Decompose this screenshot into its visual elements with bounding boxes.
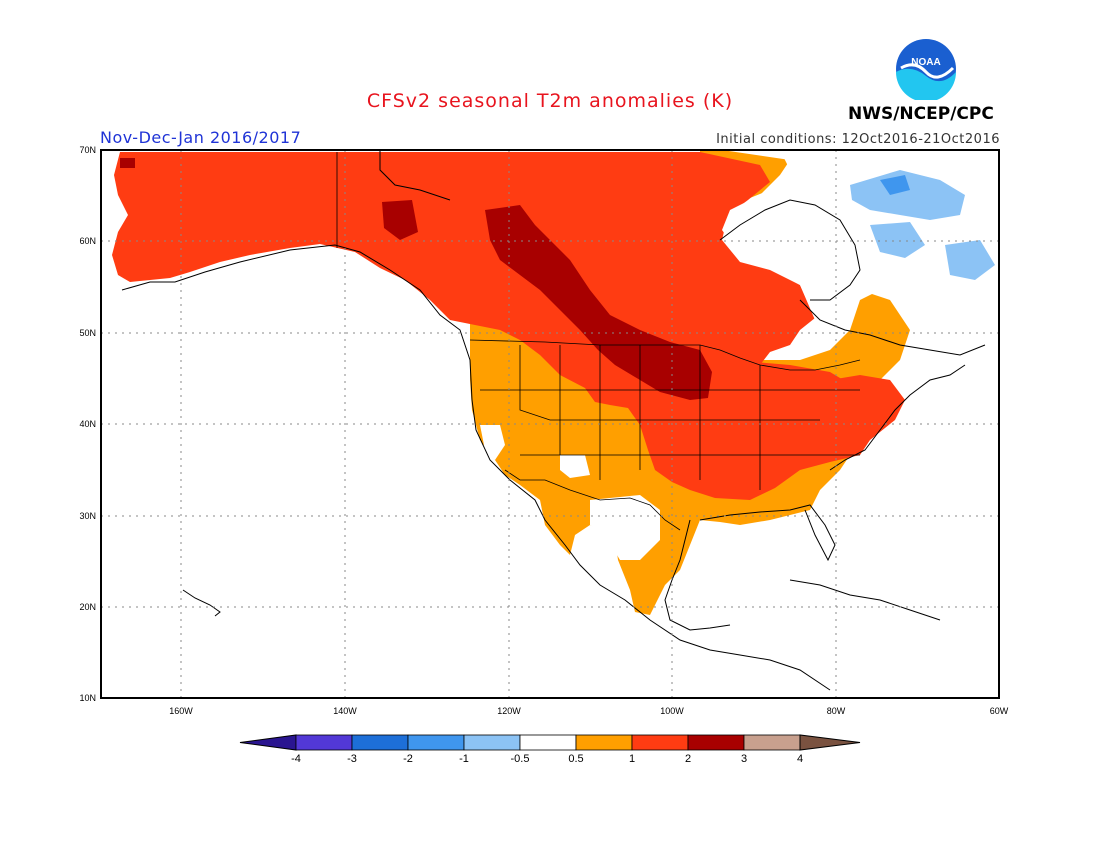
- neutral-region-mexico: [590, 495, 660, 560]
- lat-label: 40N: [79, 419, 96, 429]
- map-title: CFSv2 seasonal T2m anomalies (K): [366, 90, 734, 112]
- anomaly-region-dark-red-nw: [120, 158, 135, 168]
- coastlines: [121, 150, 986, 691]
- legend-label: -3: [347, 753, 357, 765]
- legend-swatch: [519, 734, 577, 751]
- lon-label: 160W: [169, 706, 193, 716]
- neutral-region-south: [560, 455, 590, 478]
- lon-label: 140W: [333, 706, 357, 716]
- initial-conditions: Initial conditions: 12Oct2016-21Oct2016: [716, 132, 1000, 147]
- legend-swatch: [743, 734, 801, 751]
- anomaly-region-dark-red-west: [382, 200, 418, 240]
- lat-label: 30N: [79, 511, 96, 521]
- lat-label: 50N: [79, 328, 96, 338]
- lat-label: 20N: [79, 602, 96, 612]
- lon-label: 120W: [497, 706, 521, 716]
- legend-label: -1: [459, 753, 469, 765]
- legend-label: -4: [291, 753, 301, 765]
- map-plot-area: [101, 150, 999, 698]
- legend-swatch: [351, 734, 409, 751]
- legend-label: 4: [797, 753, 803, 765]
- legend-swatch: [407, 734, 465, 751]
- legend-swatch: [575, 734, 633, 751]
- anomaly-region-light-blue: [850, 170, 965, 220]
- legend-label: -2: [403, 753, 413, 765]
- anomaly-region-dark-red: [485, 205, 712, 400]
- political-borders: [336, 152, 861, 531]
- anomaly-region-red-east: [728, 360, 880, 470]
- anomaly-region-light-blue-2: [870, 222, 925, 258]
- map-frame: [100, 149, 1000, 699]
- anomaly-region-blue: [880, 175, 910, 195]
- legend-label: 2: [685, 753, 691, 765]
- lon-label: 100W: [660, 706, 684, 716]
- agency-label: NWS/NCEP/CPC: [848, 104, 994, 124]
- lat-label: 10N: [79, 693, 96, 703]
- legend-swatch: [799, 734, 861, 751]
- graticule: [101, 150, 999, 698]
- legend-swatch: [687, 734, 745, 751]
- legend-label: -0.5: [511, 753, 530, 765]
- forecast-period: Nov-Dec-Jan 2016/2017: [100, 128, 302, 147]
- legend-label: 1: [629, 753, 635, 765]
- legend-label: 0.5: [568, 753, 583, 765]
- lat-label: 60N: [79, 236, 96, 246]
- anomaly-region-light-blue-3: [945, 240, 995, 280]
- legend-swatch: [239, 734, 297, 751]
- legend-swatch: [295, 734, 353, 751]
- legend-swatch: [463, 734, 521, 751]
- lat-label: 70N: [79, 145, 96, 155]
- noaa-logo: NOAA: [895, 38, 957, 102]
- lon-label: 60W: [990, 706, 1009, 716]
- legend-label: 3: [741, 753, 747, 765]
- lon-label: 80W: [827, 706, 846, 716]
- logo-text: NOAA: [911, 57, 940, 68]
- legend-swatch: [631, 734, 689, 751]
